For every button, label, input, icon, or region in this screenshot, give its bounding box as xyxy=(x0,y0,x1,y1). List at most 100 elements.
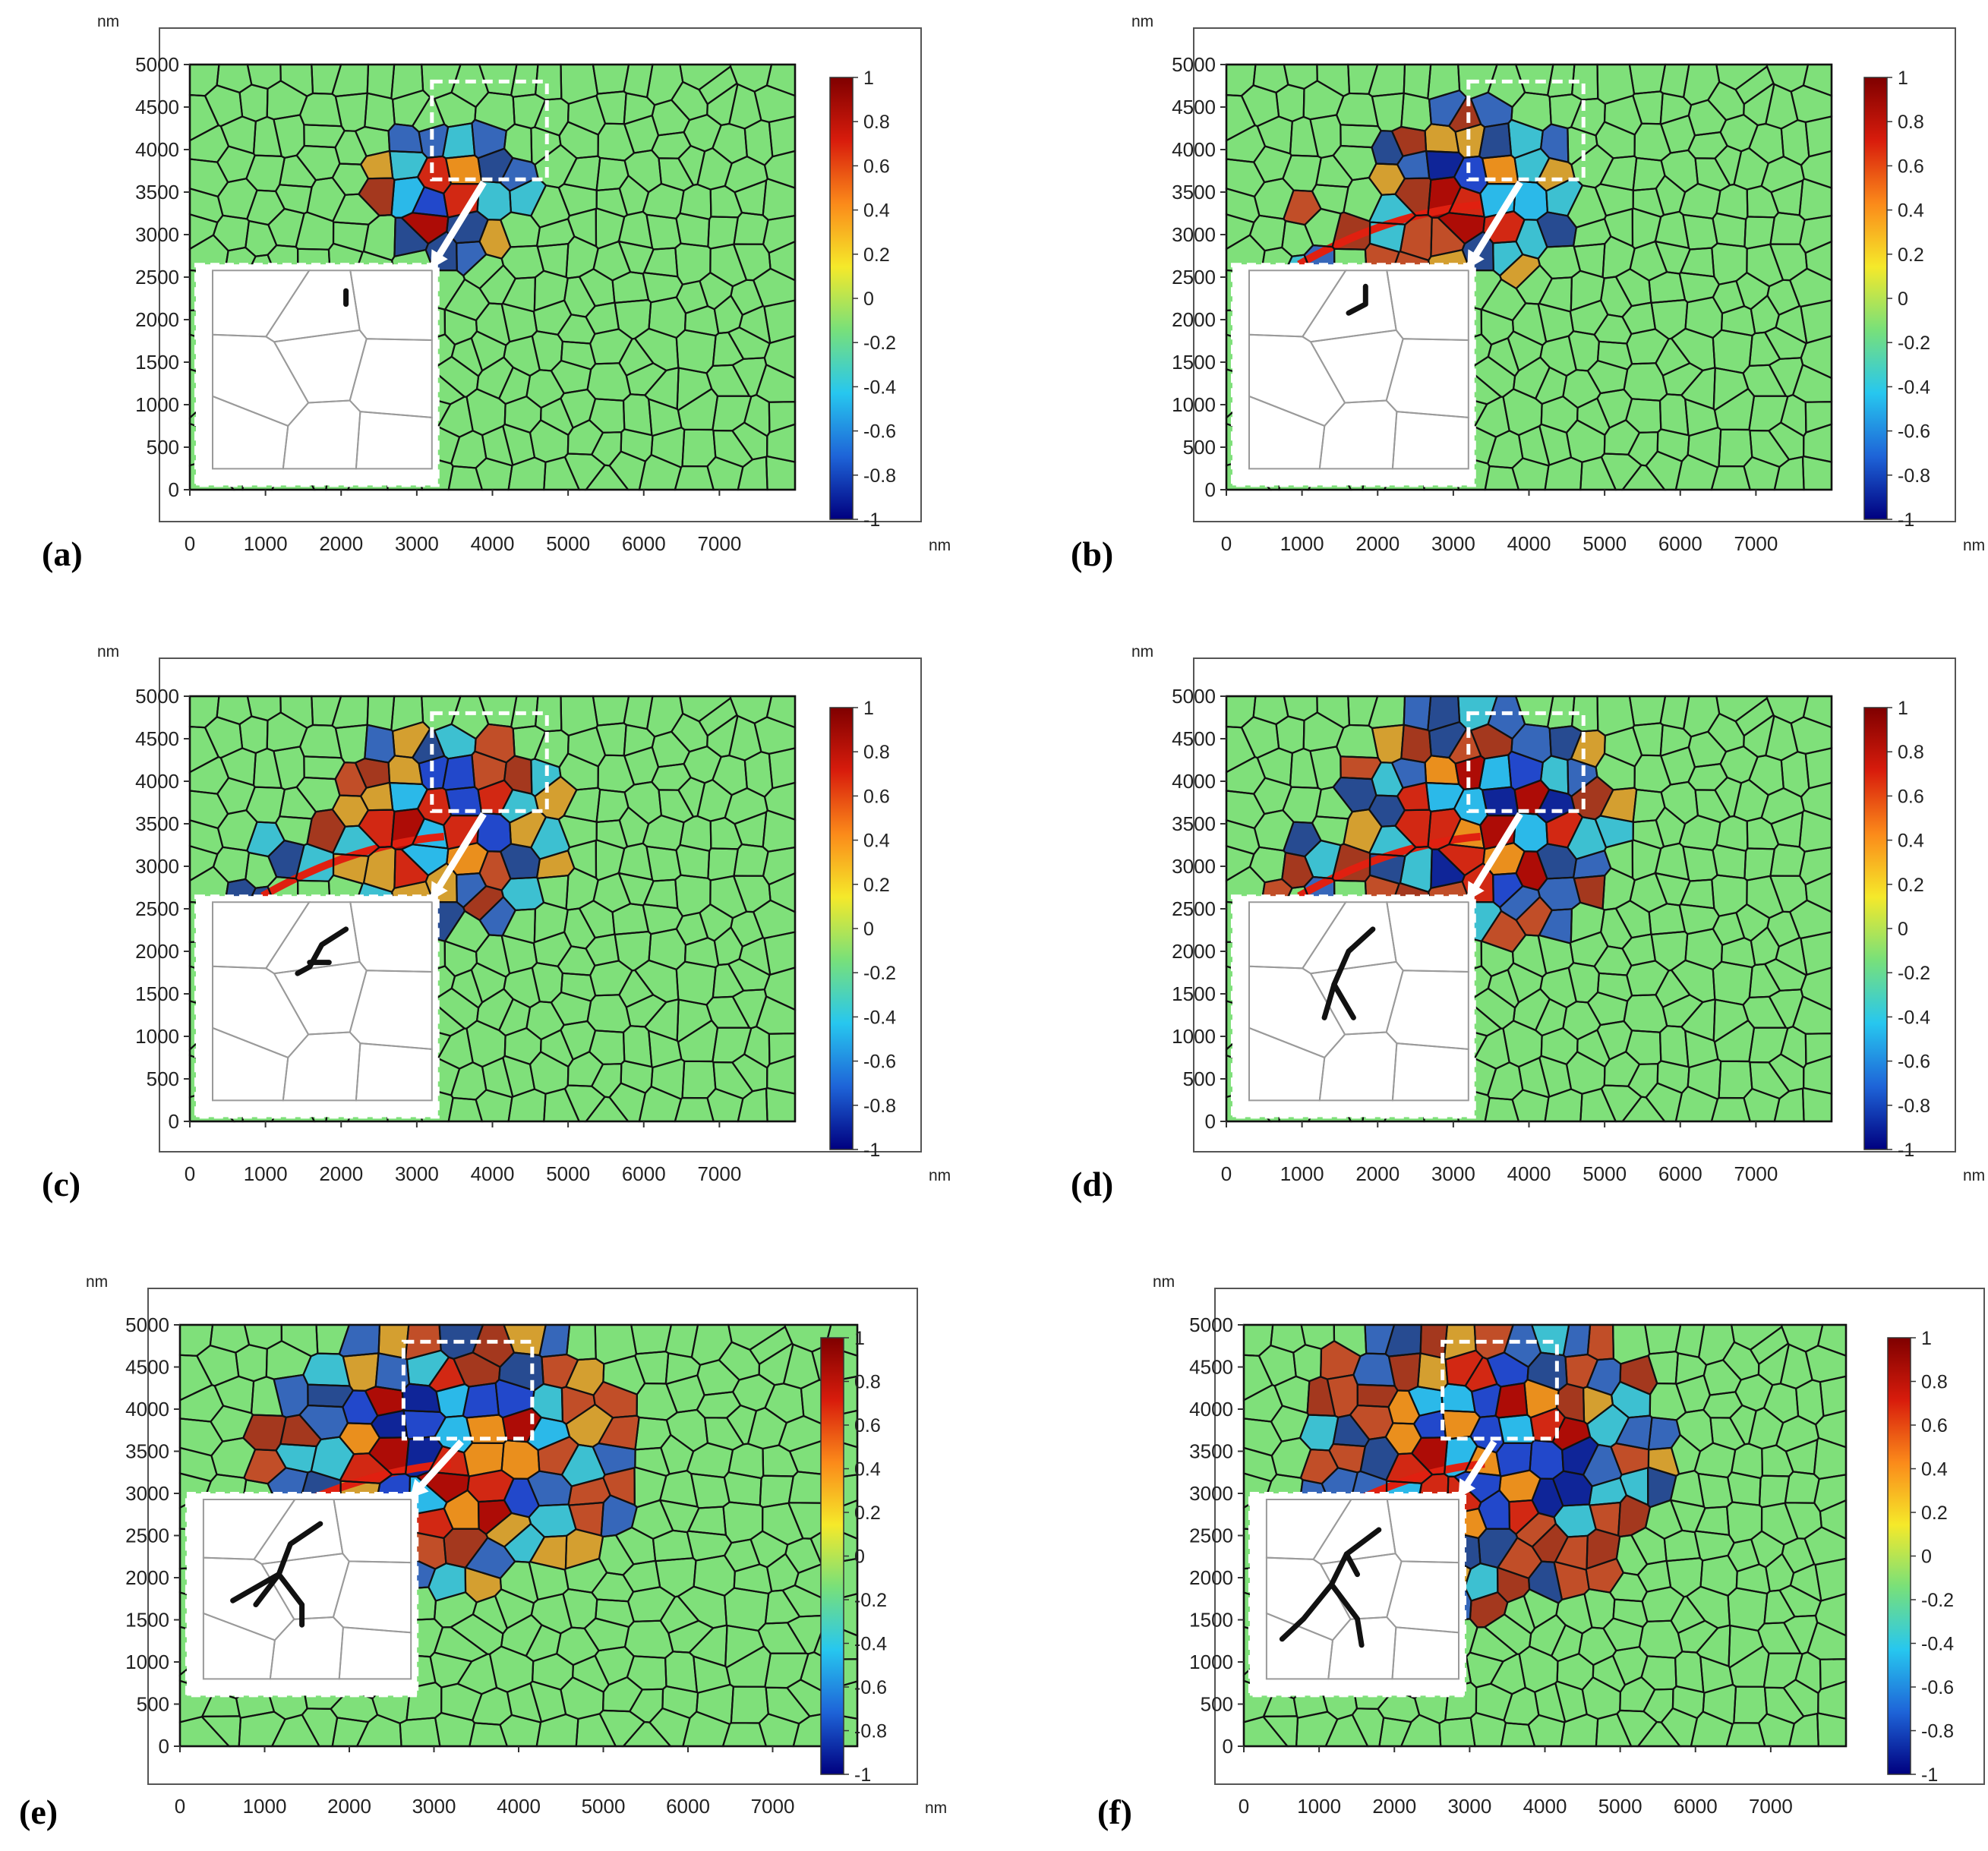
stress-grain xyxy=(1552,1417,1591,1450)
y-tick-label: 4500 xyxy=(1189,1356,1233,1379)
crack-path xyxy=(1343,1551,1360,1578)
panel-label: (b) xyxy=(1071,534,1113,573)
zoom-box xyxy=(1466,711,1586,813)
inset-zoom xyxy=(1230,894,1476,1119)
stress-grain xyxy=(569,1503,604,1536)
stress-grain xyxy=(361,150,393,179)
stress-grain xyxy=(527,1417,570,1450)
y-unit-label: nm xyxy=(97,13,119,30)
stress-grain xyxy=(1418,1353,1448,1391)
colorbar-tick-label: -1 xyxy=(863,1140,880,1161)
y-tick-label: 2000 xyxy=(1172,940,1216,963)
stress-grain xyxy=(339,1423,380,1455)
stress-grain xyxy=(1529,1440,1564,1479)
y-tick-label: 5000 xyxy=(135,53,179,76)
y-tick-label: 4000 xyxy=(1172,138,1216,161)
panel-label: (f) xyxy=(1097,1793,1132,1831)
zoom-box xyxy=(430,79,549,181)
stress-grain xyxy=(1350,1405,1393,1439)
stress-grain xyxy=(447,211,488,244)
stress-grain xyxy=(446,155,482,184)
stress-grain xyxy=(394,217,428,257)
y-tick-label: 3000 xyxy=(125,1482,169,1505)
stress-grain xyxy=(1493,873,1523,908)
inset-grain xyxy=(1391,411,1469,470)
x-tick-label: 1000 xyxy=(244,532,288,555)
colorbar-tick-label: -1 xyxy=(1898,1140,1914,1161)
stress-grain xyxy=(1437,844,1485,875)
y-tick-label: 2000 xyxy=(1189,1566,1233,1589)
stress-grain xyxy=(1397,150,1430,179)
stress-grain xyxy=(1431,849,1465,888)
colorbar-tick-label: 0 xyxy=(1898,919,1908,940)
y-unit-label: nm xyxy=(1153,1273,1175,1291)
y-unit-label: nm xyxy=(1131,643,1153,661)
stress-grain xyxy=(1495,1383,1528,1418)
stress-grain xyxy=(403,1410,446,1439)
stress-grain xyxy=(1360,1436,1399,1480)
stress-grain xyxy=(418,124,449,158)
inset-grain xyxy=(1391,1042,1469,1102)
colorbar-tick-label: 0 xyxy=(1921,1547,1932,1568)
y-tick-label: 2500 xyxy=(1172,897,1216,920)
stress-grain xyxy=(1482,155,1519,184)
x-tick-label: 1000 xyxy=(1297,1795,1341,1818)
stress-grain xyxy=(495,1380,535,1418)
stress-grain xyxy=(501,877,544,910)
x-tick-label: 2000 xyxy=(1355,532,1399,555)
y-tick-label: 2500 xyxy=(1189,1525,1233,1547)
x-tick-label: 6000 xyxy=(666,1795,710,1818)
stress-grain xyxy=(1648,1467,1677,1508)
stress-grain xyxy=(378,1325,409,1359)
stress-grain xyxy=(477,181,511,220)
stress-grain xyxy=(1516,219,1548,259)
x-tick-label: 0 xyxy=(185,1162,195,1185)
y-unit-label: nm xyxy=(1131,13,1153,30)
y-tick-label: 500 xyxy=(1183,436,1216,459)
colorbar-tick-label: -0.8 xyxy=(1921,1721,1954,1742)
colorbar-tick-label: 0.4 xyxy=(863,831,890,852)
colorbar-tick-label: 0.8 xyxy=(1898,112,1924,133)
stress-grain xyxy=(463,886,503,920)
stress-grain xyxy=(406,1350,449,1386)
colorbar-tick-label: -0.4 xyxy=(863,377,896,398)
y-tick-label: 500 xyxy=(1201,1693,1233,1716)
x-tick-label: 7000 xyxy=(697,532,741,555)
colorbar-tick-label: -0.8 xyxy=(854,1721,887,1742)
inset-frame xyxy=(194,263,440,487)
y-tick-label: 4000 xyxy=(135,770,179,793)
stress-grain xyxy=(1400,215,1432,260)
stress-grain xyxy=(388,124,423,153)
stress-grain xyxy=(1513,812,1548,852)
stress-grain xyxy=(1479,755,1512,790)
stress-grain xyxy=(601,1495,637,1537)
stress-grain xyxy=(1499,1470,1541,1503)
crack-path xyxy=(1346,283,1368,316)
y-tick-label: 3000 xyxy=(135,223,179,246)
y-tick-label: 2500 xyxy=(135,897,179,920)
x-tick-label: 2000 xyxy=(319,1162,363,1185)
stress-grain xyxy=(1554,1504,1596,1537)
stress-grain xyxy=(393,722,431,758)
stress-grain xyxy=(1401,724,1431,763)
y-tick-label: 2000 xyxy=(135,308,179,331)
y-tick-label: 0 xyxy=(1205,478,1216,501)
colorbar-tick-label: -0.8 xyxy=(1898,1096,1930,1117)
stress-grain xyxy=(1524,1380,1559,1418)
stress-grain xyxy=(1428,696,1460,731)
stress-grain xyxy=(388,755,423,784)
colorbar-tick-label: 0.6 xyxy=(854,1415,881,1436)
stress-grain xyxy=(247,821,285,857)
inset-frame xyxy=(1248,1492,1467,1698)
stress-grain xyxy=(1454,1471,1501,1503)
stress-grain xyxy=(1300,1449,1338,1484)
x-tick-label: 7000 xyxy=(1734,1162,1778,1185)
y-tick-label: 1000 xyxy=(1189,1651,1233,1673)
colorbar-tick-label: 0 xyxy=(854,1547,865,1568)
stress-grain xyxy=(479,219,511,259)
stress-grain xyxy=(531,758,561,796)
crack-path xyxy=(276,1572,305,1628)
y-tick-label: 2000 xyxy=(1172,308,1216,331)
stress-grain xyxy=(566,1404,614,1447)
stress-grain xyxy=(1618,1495,1650,1537)
